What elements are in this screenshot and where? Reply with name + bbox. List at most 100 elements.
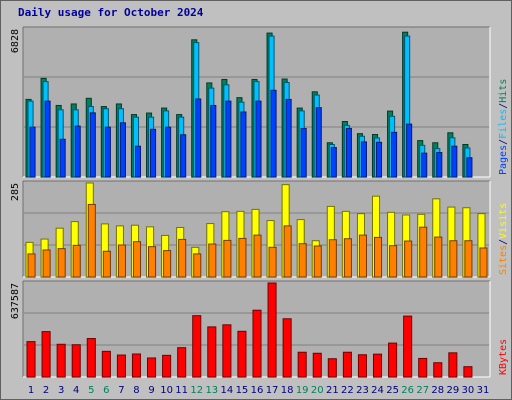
kbytes-bar-kbytes-day-21: [327, 358, 337, 378]
visits-sites-bar-sites-day-24: [373, 236, 383, 278]
kbytes-bar-kbytes-day-10: [162, 354, 172, 378]
kbytes-ymax-label: 637587: [10, 283, 21, 319]
kbytes-bar-kbytes-day-2: [41, 331, 51, 378]
x-tick-label: 2: [43, 385, 49, 396]
legend-kbytes: KBytes: [498, 339, 509, 375]
hits-files-pages-bar-pages-day-5: [89, 112, 96, 178]
hits-files-pages-bar-pages-day-23: [360, 141, 367, 178]
kbytes-bar-kbytes-day-13: [207, 326, 217, 378]
hits-files-pages-legend: Pages/Files/Hits: [498, 79, 509, 175]
hits-files-pages-bar-pages-day-25: [391, 131, 398, 178]
kbytes-bar-kbytes-day-19: [297, 351, 307, 378]
kbytes-bar-kbytes-day-3: [56, 343, 66, 378]
hits-files-pages-bar-pages-day-28: [436, 152, 443, 178]
visits-sites-bar-sites-day-25: [389, 245, 398, 278]
visits-sites-bar-sites-day-4: [72, 244, 81, 278]
visits-sites-bar-sites-day-31: [479, 247, 488, 278]
kbytes-bar-kbytes-day-7: [116, 354, 126, 378]
visits-sites-bar-sites-day-3: [57, 248, 66, 278]
hits-files-pages-bar-pages-day-13: [210, 104, 217, 178]
x-tick-label: 20: [311, 385, 324, 396]
kbytes-bar-kbytes-day-24: [372, 353, 383, 378]
visits-sites-bar-sites-day-30: [464, 240, 473, 278]
x-tick-label: 30: [462, 385, 475, 396]
hits-files-pages-bar-pages-day-19: [300, 127, 307, 178]
visits-sites-legend: Sites/Visits: [498, 203, 509, 275]
x-tick-label: 22: [341, 385, 354, 396]
kbytes-bar-kbytes-day-8: [131, 353, 142, 378]
x-tick-label: 21: [326, 385, 339, 396]
hits-files-pages-bar-pages-day-3: [59, 138, 66, 178]
visits-sites-bar-sites-day-22: [343, 238, 352, 278]
visits-sites-bar-sites-day-11: [178, 238, 187, 278]
visits-sites-bar-sites-day-19: [298, 243, 307, 278]
x-tick-label: 7: [118, 385, 124, 396]
hits-files-pages-bar-pages-day-29: [451, 145, 458, 178]
kbytes-bar-kbytes-day-29: [448, 352, 458, 378]
legend-hits: Hits: [498, 79, 509, 103]
kbytes-bar-kbytes-day-12: [192, 315, 202, 378]
hits-files-pages-bar-pages-day-26: [406, 123, 413, 178]
hits-files-pages-bar-pages-day-2: [44, 100, 51, 178]
kbytes-bar-kbytes-day-16: [252, 309, 262, 378]
kbytes-bar-kbytes-day-4: [71, 344, 81, 378]
hits-files-pages-bar-pages-day-24: [375, 141, 383, 178]
hits-files-pages-bar-pages-day-11: [180, 134, 187, 178]
kbytes-bar-kbytes-day-26: [403, 315, 413, 378]
x-tick-label: 28: [431, 385, 444, 396]
chart-title: Daily usage for October 2024: [18, 6, 204, 19]
kbytes-bar-kbytes-day-23: [357, 354, 367, 378]
kbytes-bar-kbytes-day-6: [101, 350, 111, 378]
hits-files-pages-bar-pages-day-22: [345, 127, 352, 178]
x-tick-label: 5: [88, 385, 94, 396]
x-tick-label: 15: [236, 385, 249, 396]
kbytes-bar-kbytes-day-22: [342, 351, 352, 378]
x-tick-label: 29: [446, 385, 459, 396]
x-tick-label: 25: [386, 385, 399, 396]
visits-sites-bar-sites-day-20: [313, 245, 322, 278]
visits-sites-bar-sites-day-29: [449, 240, 458, 278]
x-tick-label: 6: [103, 385, 109, 396]
kbytes-bar-kbytes-day-27: [418, 357, 428, 378]
x-tick-label: 23: [356, 385, 369, 396]
hits-files-pages-bar-pages-day-18: [285, 98, 292, 178]
x-tick-label: 13: [205, 385, 218, 396]
visits-sites-bar-sites-day-12: [193, 253, 202, 278]
visits-sites-bar-sites-day-14: [223, 239, 232, 278]
x-tick-label: 8: [133, 385, 139, 396]
kbytes-bar-kbytes-day-25: [388, 342, 398, 378]
legend-separator: /: [498, 239, 509, 245]
hits-files-pages-bar-pages-day-12: [195, 98, 202, 178]
x-tick-label: 1: [28, 385, 34, 396]
legend-separator: /: [498, 103, 509, 109]
hits-files-pages-bar-pages-day-20: [315, 107, 322, 178]
kbytes-bar-kbytes-day-14: [222, 324, 232, 378]
visits-sites-bar-sites-day-21: [328, 239, 337, 278]
kbytes-bar-kbytes-day-30: [463, 366, 473, 378]
visits-sites-bar-sites-day-10: [163, 250, 172, 278]
visits-sites-bar-sites-day-15: [238, 237, 247, 278]
hits-files-pages-bar-pages-day-16: [255, 100, 262, 178]
kbytes-bar-kbytes-day-17: [267, 282, 277, 378]
visits-sites-bar-sites-day-17: [268, 246, 277, 278]
kbytes-bar-kbytes-day-18: [282, 318, 292, 378]
x-tick-label: 14: [221, 385, 234, 396]
x-tick-label: 10: [160, 385, 173, 396]
legend-pages: Pages: [498, 145, 509, 175]
legend-separator: /: [498, 139, 509, 145]
hits-files-pages-bar-pages-day-21: [330, 147, 337, 178]
visits-sites-bar-sites-day-6: [102, 250, 111, 278]
x-tick-label: 3: [58, 385, 64, 396]
x-tick-label: 12: [190, 385, 203, 396]
visits-sites-bar-sites-day-5: [87, 203, 96, 278]
visits-sites-bar-sites-day-28: [434, 236, 443, 278]
kbytes-bar-kbytes-day-1: [26, 341, 36, 378]
x-tick-label: 31: [477, 385, 490, 396]
legend-sites: Sites: [498, 245, 509, 275]
hits-files-pages-bar-pages-day-9: [150, 128, 157, 178]
kbytes-bar-kbytes-day-28: [433, 362, 443, 378]
legend-files: Files: [498, 109, 509, 139]
x-tick-label: 27: [416, 385, 429, 396]
x-tick-label: 26: [401, 385, 414, 396]
